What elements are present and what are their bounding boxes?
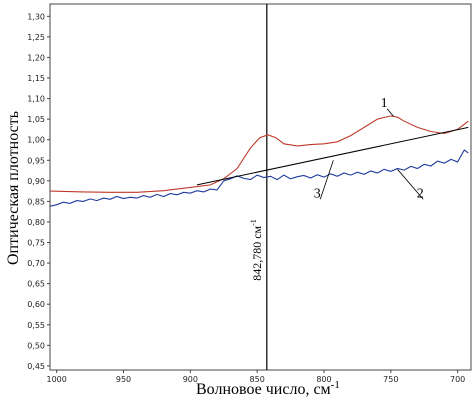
annotation-label: 2 [417,186,424,201]
plot-frame [49,3,472,371]
reference-line-value: 842,780 см [250,225,264,280]
reference-line-superscript: -1 [249,219,258,226]
y-tick-label: 0,55 [27,321,45,330]
y-tick-label: 0,80 [27,218,45,227]
y-tick-label: 0,75 [27,239,45,248]
annotation-label: 1 [381,96,388,111]
y-tick-label: 1,20 [27,53,45,62]
y-tick-label: 1,30 [27,12,45,21]
reference-line-label: 842,780 см-1 [249,219,264,281]
y-tick-label: 0,45 [27,362,45,371]
y-tick-label: 1,25 [27,33,45,42]
y-tick-label: 0,65 [27,280,45,289]
annotation-leader [397,169,424,200]
y-tick-label: 0,70 [27,259,45,268]
y-tick-label: 1,00 [27,136,45,145]
y-axis: 0,45 0,50 0,55 0,60 0,65 0,70 0,75 0,80 0,85 0,90… [27,12,50,371]
y-tick-label: 0,90 [27,177,45,186]
annotation-leader [319,160,334,200]
x-tick-label: 900 [183,375,198,384]
series-3-line [196,126,469,186]
y-tick-label: 0,85 [27,197,45,206]
y-tick-label: 0,95 [27,156,45,165]
series-1-line [49,115,469,193]
y-tick-label: 1,10 [27,95,45,104]
y-tick-label: 0,60 [27,300,45,309]
x-tick-label: 1000 [47,375,67,384]
x-axis-label-superscript: -1 [331,379,340,391]
x-tick-label: 950 [116,375,131,384]
y-tick-label: 0,50 [27,341,45,350]
annotation-leader [386,108,394,117]
plot-area: 842,780 см-1 1 2 3 [49,3,472,371]
x-tick-label: 700 [450,375,465,384]
series-2-line [49,149,469,207]
x-tick-label: 850 [250,375,265,384]
y-axis-label: Оптическая плотность [5,111,22,265]
y-tick-label: 1,15 [27,74,45,83]
x-axis-label: Волновое число, см-1 [196,379,340,398]
y-tick-label: 1,05 [27,115,45,124]
annotation-label: 3 [314,186,321,201]
x-tick-label: 750 [383,375,398,384]
x-tick-label: 800 [316,375,331,384]
